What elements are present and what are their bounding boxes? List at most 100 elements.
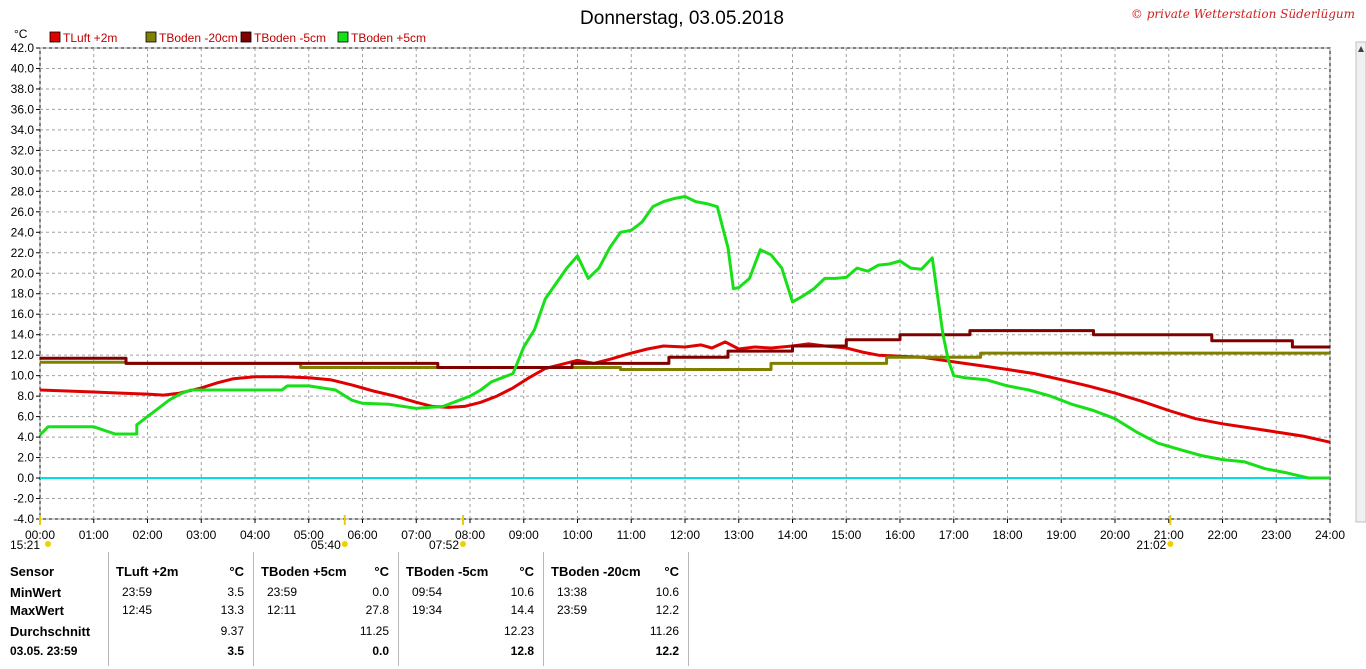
y-tick-label: 20.0 (11, 266, 35, 280)
max-value: 13.3 (220, 603, 244, 617)
current-value: 12.8 (510, 644, 534, 658)
copyright-note: © private Wetterstation Süderlügum (1131, 7, 1355, 21)
legend: TLuft +2m TBoden -20cm TBoden -5cm TBoden +… (49, 31, 426, 45)
sensor-name: TBoden +5cm (261, 564, 347, 579)
y-tick-label: 24.0 (11, 225, 35, 239)
right-edge-scrollbar[interactable] (1355, 41, 1366, 523)
y-tick-label: 28.0 (11, 184, 35, 198)
x-tick-label: 15:00 (831, 528, 861, 542)
y-tick-label: 18.0 (11, 287, 35, 301)
min-value: 3.5 (227, 585, 244, 599)
x-axis: 00:00 01:00 02:00 03:00 04:00 05:00 06:00 07:00… (25, 519, 1345, 542)
min-value: 0.0 (372, 585, 389, 599)
y-tick-label: 16.0 (11, 307, 35, 321)
x-tick-label: 19:00 (1046, 528, 1076, 542)
max-label: MaxWert (10, 603, 64, 618)
chart-title: Donnerstag, 03.05.2018 (580, 8, 784, 29)
x-tick-label: 17:00 (939, 528, 969, 542)
current-label: 03.05. 23:59 (10, 644, 78, 658)
y-tick-label: 12.0 (11, 348, 35, 362)
max-value: 12.2 (655, 603, 679, 617)
series-lines (38, 195, 1331, 480)
x-tick-label: 05:00 (294, 528, 324, 542)
max-time: 23:59 (557, 603, 588, 617)
x-tick-label: 24:00 (1315, 528, 1345, 542)
y-tick-label: 0.0 (17, 471, 34, 485)
current-value: 0.0 (372, 644, 389, 658)
sun-icon (45, 541, 51, 547)
avg-value: 11.26 (649, 624, 679, 638)
current-value: 3.5 (227, 644, 244, 658)
max-time: 19:34 (412, 603, 443, 617)
y-unit-label: °C (14, 27, 28, 41)
x-tick-label: 11:00 (617, 528, 646, 542)
y-tick-label: 10.0 (11, 369, 35, 383)
series-line-0 (39, 340, 1331, 444)
sun-icon (1167, 541, 1174, 547)
x-tick-label: 13:00 (724, 528, 754, 542)
sensor-name: TBoden -20cm (551, 564, 641, 579)
y-tick-label: 8.0 (17, 389, 34, 403)
avg-value: 9.37 (220, 624, 244, 638)
y-tick-label: 32.0 (11, 143, 35, 157)
marker-label: 07:52 (429, 538, 459, 552)
min-time: 09:54 (412, 585, 443, 599)
y-tick-label: 6.0 (17, 410, 34, 424)
x-tick-label: 08:00 (455, 528, 485, 542)
sensor-header: Sensor (10, 564, 55, 579)
legend-swatch (240, 31, 252, 43)
stats-column-tboden-minus5: TBoden -5cm °C 09:54 10.6 19:34 14.4 12.… (406, 552, 536, 666)
x-tick-label: 22:00 (1207, 528, 1237, 542)
temperature-chart: Donnerstag, 03.05.2018 © private Wetters… (10, 7, 1366, 552)
avg-value: 12.23 (503, 624, 534, 638)
max-time: 12:45 (122, 603, 153, 617)
current-value: 12.2 (655, 644, 679, 658)
legend-label: TLuft +2m (63, 31, 117, 45)
x-tick-label: 01:00 (79, 528, 109, 542)
x-tick-label: 10:00 (562, 528, 592, 542)
legend-label: TBoden +5cm (351, 31, 426, 45)
y-tick-label: 22.0 (11, 246, 35, 260)
sun-icon (460, 541, 467, 547)
y-tick-label: 38.0 (11, 82, 35, 96)
sun-icon (341, 541, 348, 547)
x-tick-label: 16:00 (885, 528, 915, 542)
y-tick-label: 40.0 (11, 61, 35, 75)
x-tick-label: 23:00 (1261, 528, 1291, 542)
y-tick-label: 30.0 (11, 164, 35, 178)
legend-label: TBoden -20cm (159, 31, 238, 45)
min-value: 10.6 (655, 585, 679, 599)
unit-label: °C (664, 564, 679, 579)
sensor-name: TBoden -5cm (406, 564, 489, 579)
statistics-table: Sensor MinWert MaxWert Durchschnitt 03.0… (0, 552, 690, 666)
event-markers: 15:21 05:40 07:52 21:02 (10, 515, 1174, 552)
x-tick-label: 00:00 (25, 528, 55, 542)
x-tick-label: 04:00 (240, 528, 270, 542)
x-tick-label: 14:00 (777, 528, 807, 542)
legend-swatch (337, 31, 349, 43)
marker-label: 05:40 (311, 538, 341, 552)
y-axis: 42.0 40.0 38.0 36.0 34.0 32.0 30.0 28.0 26.0 24.0… (11, 41, 40, 526)
min-label: MinWert (10, 585, 62, 600)
avg-value: 11.25 (359, 624, 389, 638)
max-value: 14.4 (510, 603, 534, 617)
y-tick-label: 2.0 (17, 451, 34, 465)
x-tick-label: 12:00 (670, 528, 700, 542)
y-tick-label: 34.0 (11, 123, 35, 137)
x-tick-label: 07:00 (401, 528, 431, 542)
x-tick-label: 02:00 (132, 528, 162, 542)
marker-label: 15:21 (10, 538, 40, 552)
unit-label: °C (519, 564, 534, 579)
unit-label: °C (229, 564, 244, 579)
max-value: 27.8 (365, 603, 389, 617)
x-tick-label: 21:00 (1154, 528, 1184, 542)
min-value: 10.6 (510, 585, 534, 599)
legend-swatch (49, 31, 61, 43)
x-tick-label: 03:00 (186, 528, 216, 542)
y-tick-label: 4.0 (17, 430, 34, 444)
min-time: 13:38 (557, 585, 588, 599)
min-time: 23:59 (122, 585, 153, 599)
x-tick-label: 20:00 (1100, 528, 1130, 542)
y-tick-label: 14.0 (11, 328, 35, 342)
stats-label-column: Sensor MinWert MaxWert Durchschnitt 03.0… (10, 552, 106, 666)
